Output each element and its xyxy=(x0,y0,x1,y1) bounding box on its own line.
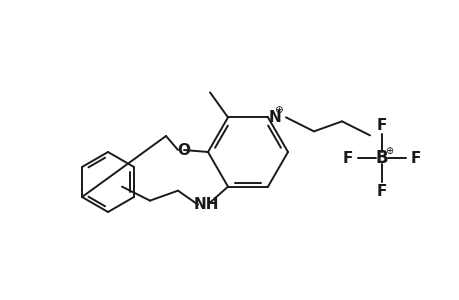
Text: O: O xyxy=(177,142,190,158)
Text: F: F xyxy=(376,118,386,133)
Text: F: F xyxy=(342,151,353,166)
Text: B: B xyxy=(375,149,387,167)
Text: NH: NH xyxy=(193,197,218,212)
Text: ⊕: ⊕ xyxy=(273,105,282,116)
Text: ⊕: ⊕ xyxy=(384,146,392,156)
Text: F: F xyxy=(410,151,420,166)
Text: F: F xyxy=(376,184,386,199)
Text: N: N xyxy=(269,110,281,125)
